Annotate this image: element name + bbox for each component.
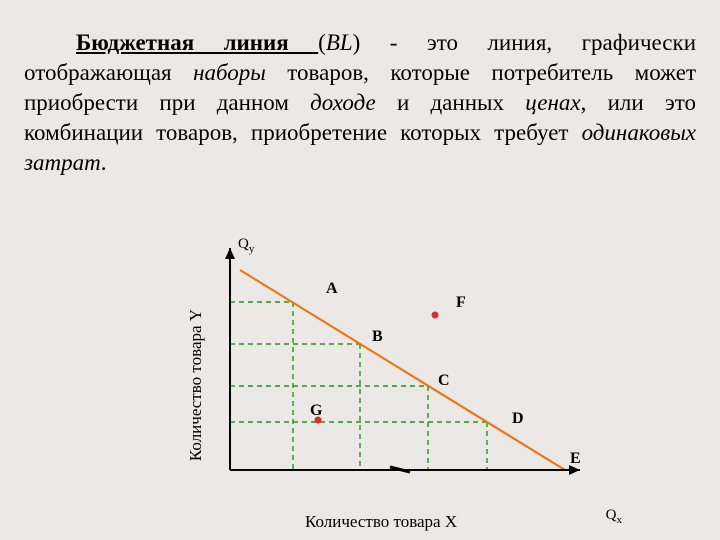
y-axis-label: Количество товара Y <box>186 309 206 461</box>
point-label-a: A <box>326 280 338 298</box>
point-label-g: G <box>310 402 322 420</box>
x-axis-label: Количество товара X <box>305 512 457 532</box>
point-label-c: C <box>438 372 450 390</box>
definition-paragraph: Бюджетная линия (BL) - это линия, графич… <box>24 28 696 177</box>
term: Бюджетная линия <box>76 30 318 55</box>
point-label-e: E <box>570 450 581 468</box>
point-label-d: D <box>512 410 524 428</box>
point-label-f: F <box>456 294 466 312</box>
qx-label: Qx <box>606 507 622 526</box>
abbrev: BL <box>326 30 353 55</box>
budget-line-chart: Количество товара Y Количество товара X … <box>130 240 610 530</box>
point-label-b: B <box>372 328 383 346</box>
chart-canvas <box>210 240 610 500</box>
